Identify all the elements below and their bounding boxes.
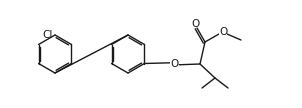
Text: O: O: [191, 19, 199, 29]
Text: O: O: [219, 27, 227, 37]
Text: Cl: Cl: [43, 30, 53, 40]
Text: O: O: [170, 59, 178, 69]
